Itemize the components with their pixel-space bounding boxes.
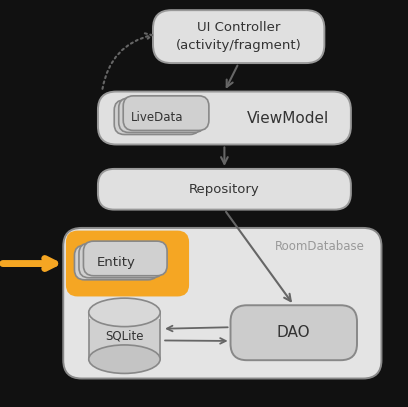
FancyBboxPatch shape	[63, 228, 381, 379]
FancyBboxPatch shape	[79, 243, 162, 278]
Ellipse shape	[89, 298, 160, 326]
Text: RoomDatabase: RoomDatabase	[275, 240, 365, 253]
Text: Entity: Entity	[97, 256, 136, 269]
FancyBboxPatch shape	[74, 245, 158, 280]
Bar	[89, 313, 160, 319]
FancyBboxPatch shape	[153, 10, 324, 63]
FancyBboxPatch shape	[83, 241, 167, 276]
FancyBboxPatch shape	[119, 98, 204, 133]
Text: UI Controller
(activity/fragment): UI Controller (activity/fragment)	[176, 21, 302, 52]
FancyBboxPatch shape	[67, 232, 188, 295]
FancyBboxPatch shape	[98, 92, 351, 144]
Text: Repository: Repository	[189, 183, 260, 196]
Text: DAO: DAO	[277, 325, 310, 340]
FancyBboxPatch shape	[114, 100, 200, 134]
Text: LiveData: LiveData	[131, 111, 183, 124]
Ellipse shape	[89, 345, 160, 374]
Text: SQLite: SQLite	[105, 329, 144, 342]
FancyBboxPatch shape	[98, 169, 351, 210]
FancyBboxPatch shape	[123, 96, 209, 131]
Bar	[89, 313, 160, 359]
Text: ViewModel: ViewModel	[246, 111, 329, 125]
FancyBboxPatch shape	[231, 305, 357, 360]
